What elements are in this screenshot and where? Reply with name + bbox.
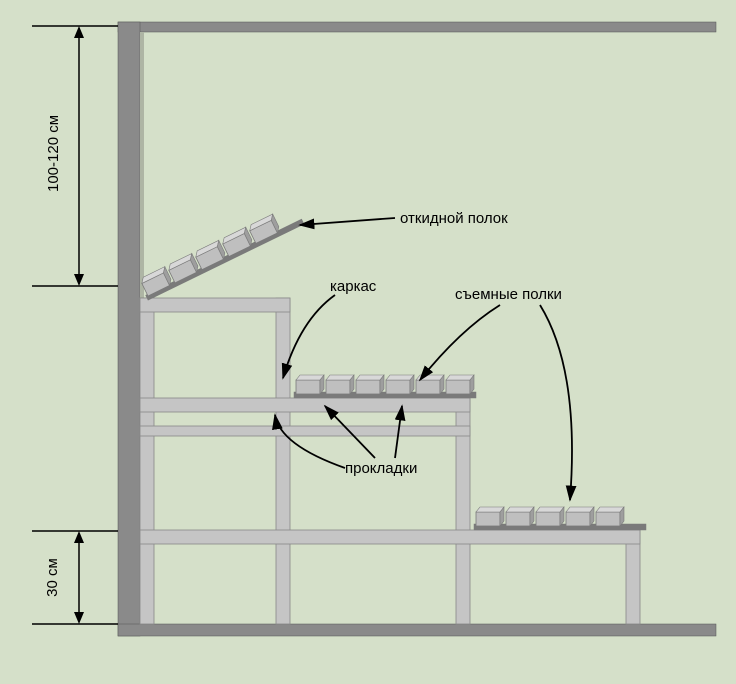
label-frame: каркас <box>330 278 376 295</box>
dimension-bottom-label: 30 см <box>44 558 61 597</box>
dimension-top-label: 100-120 см <box>45 115 62 192</box>
label-spacers: прокладки <box>345 460 417 477</box>
diagram-canvas: 100-120 см 30 см откидной полок каркас с… <box>0 0 736 684</box>
drawing-svg <box>0 0 736 684</box>
label-folding-shelf: откидной полок <box>400 210 508 227</box>
label-removable-shelves: съемные полки <box>455 286 562 303</box>
